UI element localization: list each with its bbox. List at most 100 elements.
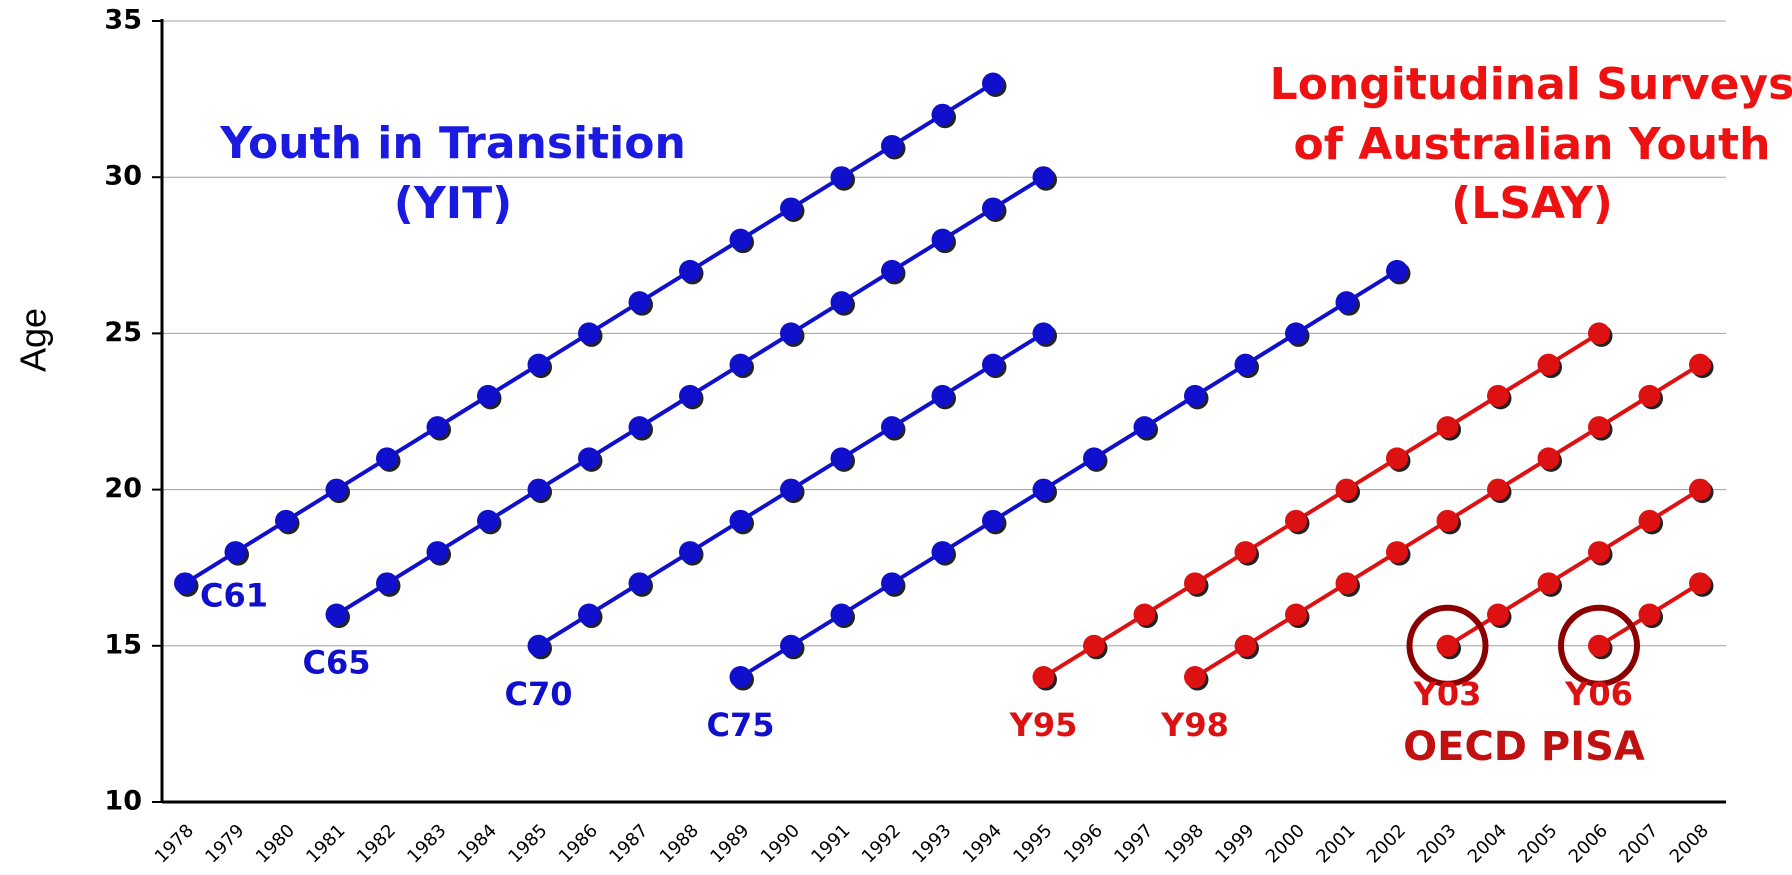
marker <box>931 384 954 407</box>
x-tick-label: 1998 <box>1161 820 1208 867</box>
marker <box>982 509 1004 532</box>
marker <box>1234 634 1257 657</box>
marker <box>578 447 600 470</box>
marker <box>931 103 954 126</box>
x-tick-label: 1978 <box>151 820 198 867</box>
x-tick-label: 2004 <box>1464 820 1511 867</box>
series-label: C75 <box>706 706 774 744</box>
marker <box>1537 353 1560 376</box>
x-tick-label: 1991 <box>807 820 854 867</box>
marker <box>1032 666 1055 689</box>
y-tick-label: 15 <box>104 629 142 660</box>
marker <box>376 447 398 470</box>
marker <box>1588 541 1610 564</box>
marker <box>1588 634 1610 657</box>
marker <box>325 603 348 626</box>
marker <box>830 447 853 470</box>
marker <box>780 634 802 657</box>
marker <box>527 353 550 376</box>
x-tick-label: 1981 <box>302 820 349 867</box>
marker <box>1537 572 1560 595</box>
marker <box>830 166 853 189</box>
x-tick-label: 1982 <box>353 820 400 867</box>
y-axis-label: Age <box>13 308 54 372</box>
highlight-ring <box>1558 604 1640 687</box>
x-tick-label: 1989 <box>706 820 753 867</box>
x-tick-label: 1999 <box>1211 820 1258 867</box>
marker <box>1487 603 1509 626</box>
marker <box>578 603 600 626</box>
marker <box>1234 353 1257 376</box>
series-label: C61 <box>200 576 268 614</box>
series-label: Y03 <box>1413 675 1482 713</box>
marker <box>628 416 651 439</box>
annotation: Youth in Transition <box>219 118 686 169</box>
x-tick-label: 2008 <box>1666 820 1713 867</box>
x-tick-label: 1979 <box>201 820 248 867</box>
marker <box>1285 322 1307 345</box>
marker <box>1184 384 1206 407</box>
marker <box>224 541 247 564</box>
x-tick-label: 1990 <box>757 820 804 867</box>
marker <box>982 353 1004 376</box>
marker <box>477 384 499 407</box>
marker <box>679 259 701 282</box>
marker <box>376 572 398 595</box>
marker <box>881 259 903 282</box>
annotation: (LSAY) <box>1451 178 1613 229</box>
marker <box>1335 291 1358 314</box>
marker <box>1689 572 1711 595</box>
marker <box>1335 478 1358 501</box>
series-label: C65 <box>302 644 370 682</box>
marker <box>881 572 903 595</box>
marker <box>1436 509 1459 532</box>
marker <box>426 541 449 564</box>
x-tick-label: 1988 <box>656 820 703 867</box>
marker <box>830 603 853 626</box>
marker <box>1638 603 1661 626</box>
x-tick-label: 2002 <box>1363 820 1410 867</box>
marker <box>982 72 1004 95</box>
x-tick-label: 2000 <box>1262 820 1309 867</box>
marker <box>729 509 752 532</box>
series-label: C70 <box>504 675 572 713</box>
x-tick-label: 1993 <box>908 820 955 867</box>
marker <box>1032 478 1055 501</box>
marker <box>1133 603 1156 626</box>
marker <box>729 228 752 251</box>
marker <box>578 322 600 345</box>
series-label: Y95 <box>1009 706 1078 744</box>
marker <box>729 353 752 376</box>
annotation: Longitudinal Surveys <box>1270 59 1792 110</box>
y-tick-label: 35 <box>104 5 142 36</box>
x-tick-label: 1994 <box>959 820 1006 867</box>
x-tick-label: 2001 <box>1312 820 1359 867</box>
marker <box>729 666 752 689</box>
marker <box>679 541 701 564</box>
marker <box>628 572 651 595</box>
series-label: Y06 <box>1564 675 1633 713</box>
marker <box>1537 447 1560 470</box>
marker <box>780 197 802 220</box>
series-line <box>1446 487 1702 648</box>
marker <box>1487 478 1509 501</box>
y-tick-label: 30 <box>104 161 142 192</box>
marker <box>1588 322 1610 345</box>
marker <box>1032 166 1055 189</box>
marker <box>1133 416 1156 439</box>
marker <box>881 416 903 439</box>
annotation: of Australian Youth <box>1294 119 1771 170</box>
y-tick-label: 20 <box>104 473 142 504</box>
marker <box>679 384 701 407</box>
marker <box>426 416 449 439</box>
annotation: (YIT) <box>394 178 512 229</box>
marker <box>881 134 903 157</box>
x-tick-label: 1984 <box>454 820 501 867</box>
marker <box>174 572 196 595</box>
y-tick-label: 10 <box>104 786 142 817</box>
x-tick-label: 2003 <box>1413 820 1460 867</box>
marker <box>1184 572 1206 595</box>
x-tick-label: 1980 <box>252 820 299 867</box>
marker <box>931 228 954 251</box>
